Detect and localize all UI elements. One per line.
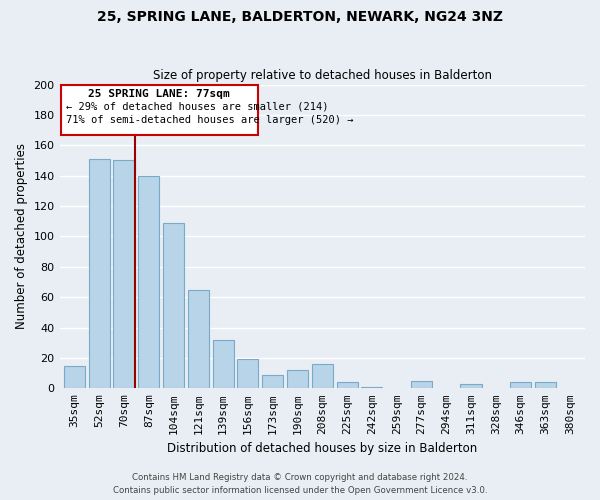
- Bar: [238, 360, 259, 388]
- Bar: [287, 370, 308, 388]
- Bar: [138, 176, 160, 388]
- Bar: [163, 223, 184, 388]
- Bar: [262, 374, 283, 388]
- Bar: [510, 382, 531, 388]
- Text: Contains HM Land Registry data © Crown copyright and database right 2024.
Contai: Contains HM Land Registry data © Crown c…: [113, 474, 487, 495]
- Bar: [535, 382, 556, 388]
- FancyBboxPatch shape: [61, 84, 258, 134]
- Bar: [212, 340, 233, 388]
- Bar: [113, 160, 134, 388]
- Y-axis label: Number of detached properties: Number of detached properties: [15, 144, 28, 330]
- Bar: [312, 364, 333, 388]
- Title: Size of property relative to detached houses in Balderton: Size of property relative to detached ho…: [153, 69, 492, 82]
- Text: 25, SPRING LANE, BALDERTON, NEWARK, NG24 3NZ: 25, SPRING LANE, BALDERTON, NEWARK, NG24…: [97, 10, 503, 24]
- Text: ← 29% of detached houses are smaller (214): ← 29% of detached houses are smaller (21…: [66, 102, 328, 112]
- Text: 71% of semi-detached houses are larger (520) →: 71% of semi-detached houses are larger (…: [66, 115, 353, 125]
- Bar: [188, 290, 209, 388]
- Text: 25 SPRING LANE: 77sqm: 25 SPRING LANE: 77sqm: [88, 89, 230, 99]
- Bar: [361, 387, 382, 388]
- Bar: [460, 384, 482, 388]
- Bar: [89, 159, 110, 388]
- Bar: [411, 380, 432, 388]
- X-axis label: Distribution of detached houses by size in Balderton: Distribution of detached houses by size …: [167, 442, 478, 455]
- Bar: [337, 382, 358, 388]
- Bar: [64, 366, 85, 388]
